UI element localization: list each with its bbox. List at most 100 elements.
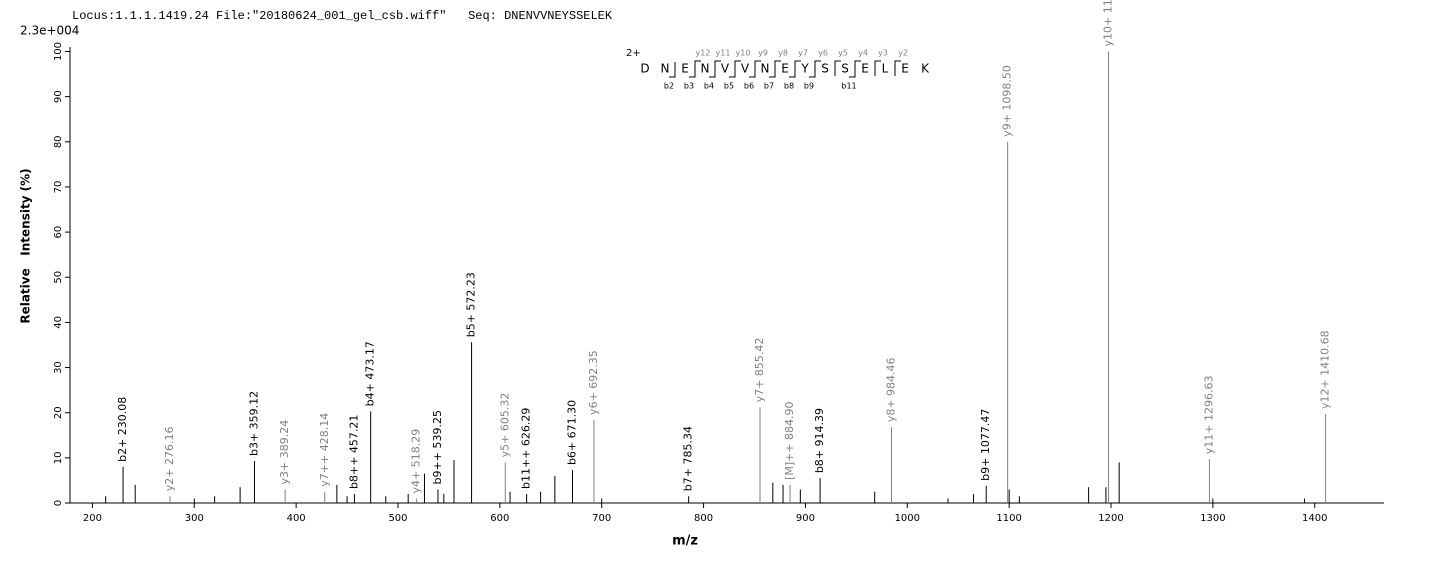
x-tick-label: 800 <box>694 513 713 524</box>
peak-label: y9+ 1098.50 <box>1001 65 1014 137</box>
residue: S <box>841 62 849 76</box>
scale-label: 2.3e+004 <box>20 24 79 38</box>
x-tick-label: 400 <box>287 513 306 524</box>
y-ion-label: y3 <box>878 49 888 58</box>
peak-label: b8+ 914.39 <box>813 408 826 473</box>
b-ion-label: b6 <box>744 82 754 91</box>
peak-label: b9+ 1077.47 <box>979 409 992 481</box>
x-tick-label: 700 <box>592 513 611 524</box>
chart-title: Locus:1.1.1.1419.24 File:"20180624_001_g… <box>72 9 613 23</box>
peak-label: y7++ 428.14 <box>318 413 331 487</box>
y-tick-label: 30 <box>53 361 64 374</box>
residue: K <box>921 62 930 76</box>
x-tick-label: 200 <box>83 513 102 524</box>
peak-label: y10+ 1197.57 <box>1102 0 1115 47</box>
x-tick-label: 1200 <box>1098 513 1123 524</box>
x-tick-label: 300 <box>185 513 204 524</box>
y-tick-label: 80 <box>53 135 64 148</box>
peak-label: b4+ 473.17 <box>364 341 377 406</box>
residue: N <box>661 62 670 76</box>
x-tick-label: 1000 <box>895 513 920 524</box>
peak-label: b7+ 785.34 <box>682 426 695 491</box>
charge-state: 2+ <box>626 48 641 59</box>
b-ion-bracket <box>749 62 756 78</box>
b-ion-bracket <box>729 62 736 78</box>
residue: E <box>861 62 869 76</box>
peak-label: y5+ 605.32 <box>498 393 511 458</box>
y-ion-bracket <box>814 60 821 76</box>
y-ion-bracket <box>774 60 781 76</box>
residue: N <box>761 62 770 76</box>
y-tick-label: 40 <box>53 316 64 329</box>
b-ion-bracket <box>689 62 696 78</box>
residue: D <box>640 62 649 76</box>
y-tick-label: 0 <box>53 500 64 506</box>
y-ion-label: y9 <box>758 49 768 58</box>
y-ion-bracket <box>854 60 861 76</box>
y-ion-label: y12 <box>696 49 711 58</box>
peak-label: b8++ 457.21 <box>347 415 360 489</box>
peak-label: y12+ 1410.68 <box>1319 330 1332 409</box>
y-tick-label: 20 <box>53 406 64 419</box>
residue: Y <box>800 62 809 76</box>
y-tick-label: 10 <box>53 451 64 464</box>
b-ion-label: b5 <box>724 82 734 91</box>
y-ion-label: y11 <box>716 49 731 58</box>
b-ion-label: b7 <box>764 82 774 91</box>
peak-label: b6+ 671.30 <box>565 400 578 465</box>
x-axis-label: m/z <box>672 534 698 549</box>
y-tick-label: 60 <box>53 226 64 239</box>
residue: S <box>821 62 829 76</box>
y-tick-label: 50 <box>53 271 64 284</box>
y-ion-label: y2 <box>898 49 908 58</box>
residue: L <box>882 62 889 76</box>
y-ion-bracket <box>794 60 801 76</box>
y-ion-bracket <box>834 60 841 76</box>
b-ion-label: b8 <box>784 82 794 91</box>
peak-label: y8+ 984.46 <box>884 357 897 422</box>
b-ion-bracket <box>809 62 816 78</box>
x-tick-label: 1400 <box>1302 513 1327 524</box>
peak-label: [M]++ 884.90 <box>783 401 796 480</box>
b-ion-bracket <box>669 62 676 78</box>
y-ion-bracket <box>894 60 901 76</box>
peak-label: y2+ 276.16 <box>163 427 176 492</box>
peak-label: b2+ 230.08 <box>116 397 129 462</box>
peak-label: b11++ 626.29 <box>520 408 533 489</box>
y-tick-label: 70 <box>53 181 64 194</box>
residue: V <box>741 62 750 76</box>
b-ion-label: b2 <box>664 82 674 91</box>
y-ion-label: y7 <box>798 49 808 58</box>
x-tick-label: 1300 <box>1200 513 1225 524</box>
y-ion-label: y5 <box>838 49 848 58</box>
peak-label: b3+ 359.12 <box>247 391 260 456</box>
b-ion-bracket <box>769 62 776 78</box>
b-ion-label: b9 <box>804 82 814 91</box>
b-ion-label: b11 <box>841 82 856 91</box>
residue: E <box>781 62 789 76</box>
peak-label: b5+ 572.23 <box>465 272 478 337</box>
peak-label: y6+ 692.35 <box>587 350 600 415</box>
b-ion-label: b4 <box>704 82 714 91</box>
y-tick-label: 100 <box>53 42 64 61</box>
x-tick-label: 600 <box>490 513 509 524</box>
y-ion-label: y6 <box>818 49 828 58</box>
peak-label: y3+ 389.24 <box>278 420 291 485</box>
y-ion-bracket <box>874 60 881 76</box>
peak-label: y7+ 855.42 <box>753 338 766 403</box>
y-ion-label: y8 <box>778 49 788 58</box>
x-tick-label: 900 <box>796 513 815 524</box>
b-ion-bracket <box>709 62 716 78</box>
residue: E <box>681 62 689 76</box>
residue: E <box>901 62 909 76</box>
peak-label: b9++ 539.25 <box>431 410 444 484</box>
y-ion-label: y4 <box>858 49 868 58</box>
residue: N <box>701 62 710 76</box>
x-tick-label: 1100 <box>996 513 1021 524</box>
b-ion-label: b3 <box>684 82 694 91</box>
peak-label: y4+ 518.29 <box>410 429 423 494</box>
y-tick-label: 90 <box>53 90 64 103</box>
y-axis-label: Relative Intensity (%) <box>19 168 33 323</box>
b-ion-bracket <box>789 62 796 78</box>
